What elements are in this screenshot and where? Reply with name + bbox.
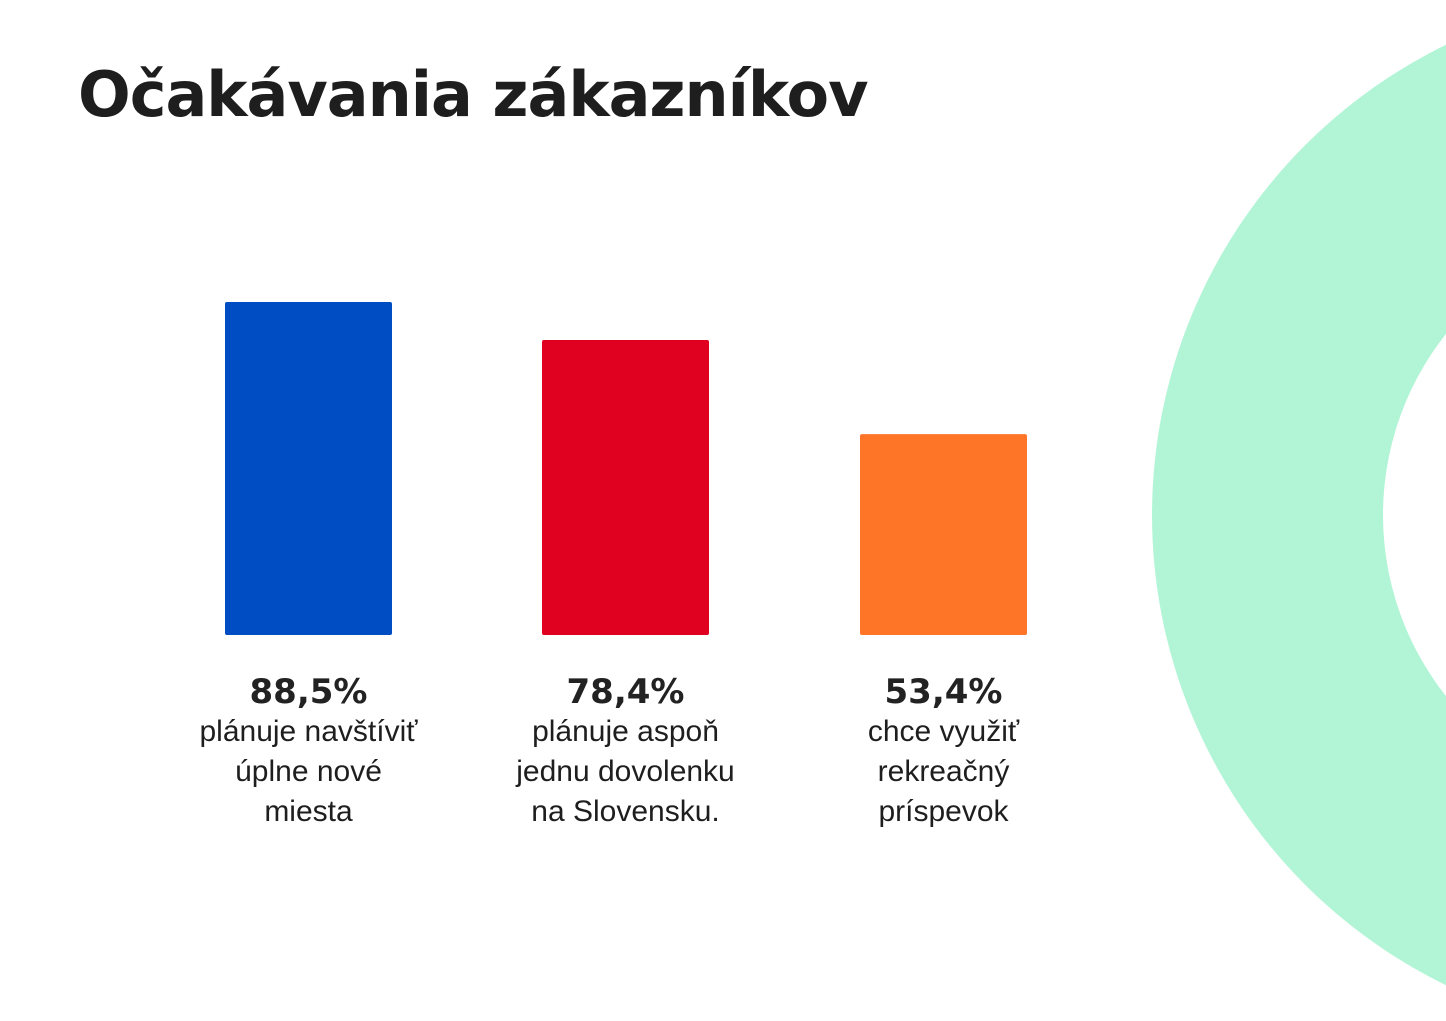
category-label: plánuje navštíviť [199,715,418,748]
category-label: jednu dovolenku [516,755,735,788]
bar [542,340,709,635]
bar-label: 88,5% plánuje navštíviť úplne nové miesta [159,672,459,832]
bar-label: 53,4% chce využiť rekreačný príspevok [794,672,1094,832]
bar-label: 78,4% plánuje aspoň jednu dovolenku na Slov… [476,672,776,832]
bar [860,434,1027,635]
bar [225,302,392,635]
data-label: 78,4% [566,672,685,712]
category-label: príspevok [878,795,1009,828]
category-label: chce využiť [867,715,1020,748]
data-label: 88,5% [249,672,368,712]
category-label: úplne nové [235,755,382,788]
category-label: rekreačný [877,755,1010,788]
chart-title: Očakávania zákazníkov [78,58,868,131]
category-label: na Slovensku. [531,795,720,828]
data-label: 53,4% [884,672,1003,712]
category-label: plánuje aspoň [532,715,719,748]
category-label: miesta [264,795,353,828]
